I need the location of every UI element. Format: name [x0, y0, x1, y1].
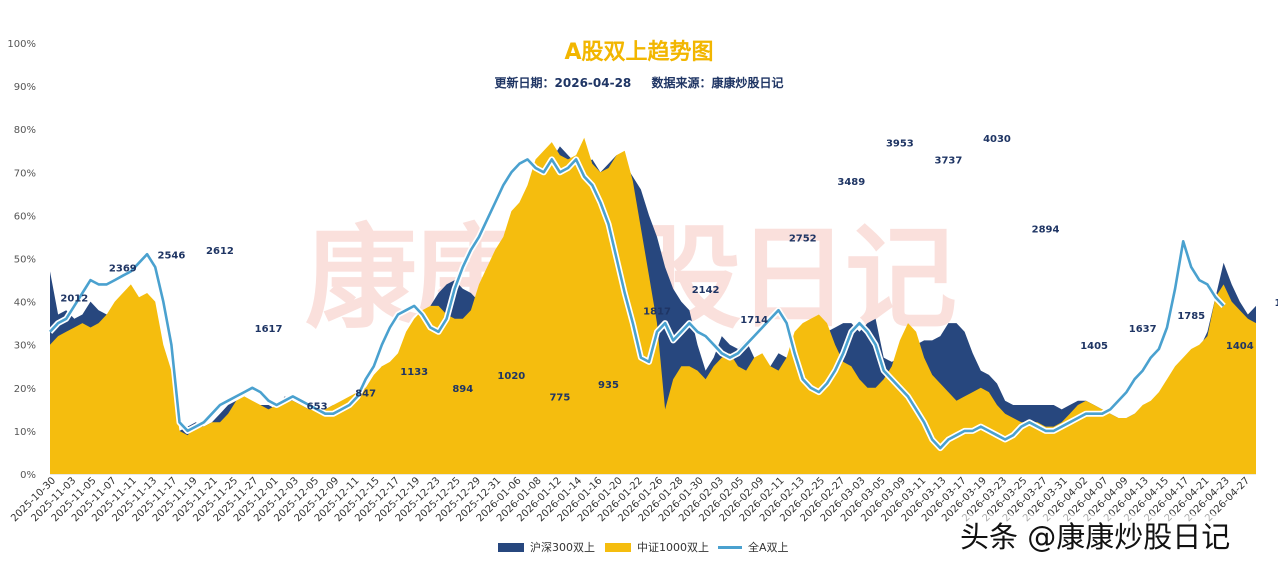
- data-label: 1617: [255, 324, 283, 335]
- data-label: 1817: [643, 307, 671, 318]
- data-label: 3953: [886, 138, 914, 149]
- legend-item-hs300: 沪深300双上: [498, 539, 595, 555]
- legend: 沪深300双上 中证1000双上 全A双上: [0, 539, 1278, 555]
- y-tick-label: 20%: [14, 384, 36, 395]
- data-label: 2369: [109, 263, 137, 274]
- y-tick-label: 70%: [14, 168, 36, 179]
- data-label: 2612: [206, 246, 234, 257]
- y-tick-label: 30%: [14, 341, 36, 352]
- data-label: 1714: [740, 315, 768, 326]
- data-label: 935: [598, 380, 619, 391]
- y-tick-label: 0%: [20, 470, 36, 481]
- data-label: 2012: [60, 294, 88, 305]
- y-tick-label: 40%: [14, 298, 36, 309]
- data-label: 1133: [400, 367, 428, 378]
- data-label: 1020: [497, 371, 525, 382]
- data-label: 775: [549, 393, 570, 404]
- data-label: 894: [452, 384, 473, 395]
- legend-item-all-a: 全A双上: [718, 539, 789, 555]
- data-label: 1962: [1274, 298, 1278, 309]
- y-tick-label: 50%: [14, 255, 36, 266]
- data-label: 2752: [789, 233, 817, 244]
- series-zz1000-area: [50, 137, 1256, 475]
- data-label: 2142: [692, 285, 720, 296]
- data-label: 4030: [983, 134, 1011, 145]
- data-label: 1637: [1129, 324, 1157, 335]
- data-label: 847: [355, 388, 376, 399]
- legend-label-hs300: 沪深300双上: [530, 541, 595, 554]
- series-all-a-line: [49, 158, 1225, 450]
- data-label: 653: [307, 401, 328, 412]
- legend-swatch-zz1000: [605, 542, 631, 552]
- data-label: 2894: [1032, 225, 1060, 236]
- legend-label-zz1000: 中证1000双上: [637, 541, 709, 554]
- data-label: 3489: [837, 177, 865, 188]
- data-source: 数据来源：康康炒股日记: [651, 76, 784, 90]
- legend-swatch-all-a: [718, 545, 742, 549]
- data-label: 3737: [935, 156, 963, 167]
- data-label: 1405: [1080, 341, 1108, 352]
- legend-swatch-hs300: [498, 542, 524, 552]
- data-label: 2546: [157, 251, 185, 262]
- y-tick-label: 60%: [14, 211, 36, 222]
- y-tick-label: 80%: [14, 125, 36, 136]
- data-label: 1404: [1226, 341, 1254, 352]
- update-date: 更新日期：2026-04-28: [494, 76, 632, 90]
- legend-item-zz1000: 中证1000双上: [605, 539, 709, 555]
- data-label: 1785: [1177, 311, 1205, 322]
- y-tick-label: 90%: [14, 82, 36, 93]
- legend-label-all-a: 全A双上: [748, 541, 789, 554]
- chart-title: A股双上趋势图: [564, 40, 714, 65]
- y-tick-label: 100%: [7, 39, 36, 50]
- credit-watermark: 头条 @康康炒股日记: [960, 514, 1231, 556]
- chart-subtitle: 更新日期：2026-04-28 数据来源：康康炒股日记: [0, 74, 1278, 91]
- y-tick-label: 10%: [14, 427, 36, 438]
